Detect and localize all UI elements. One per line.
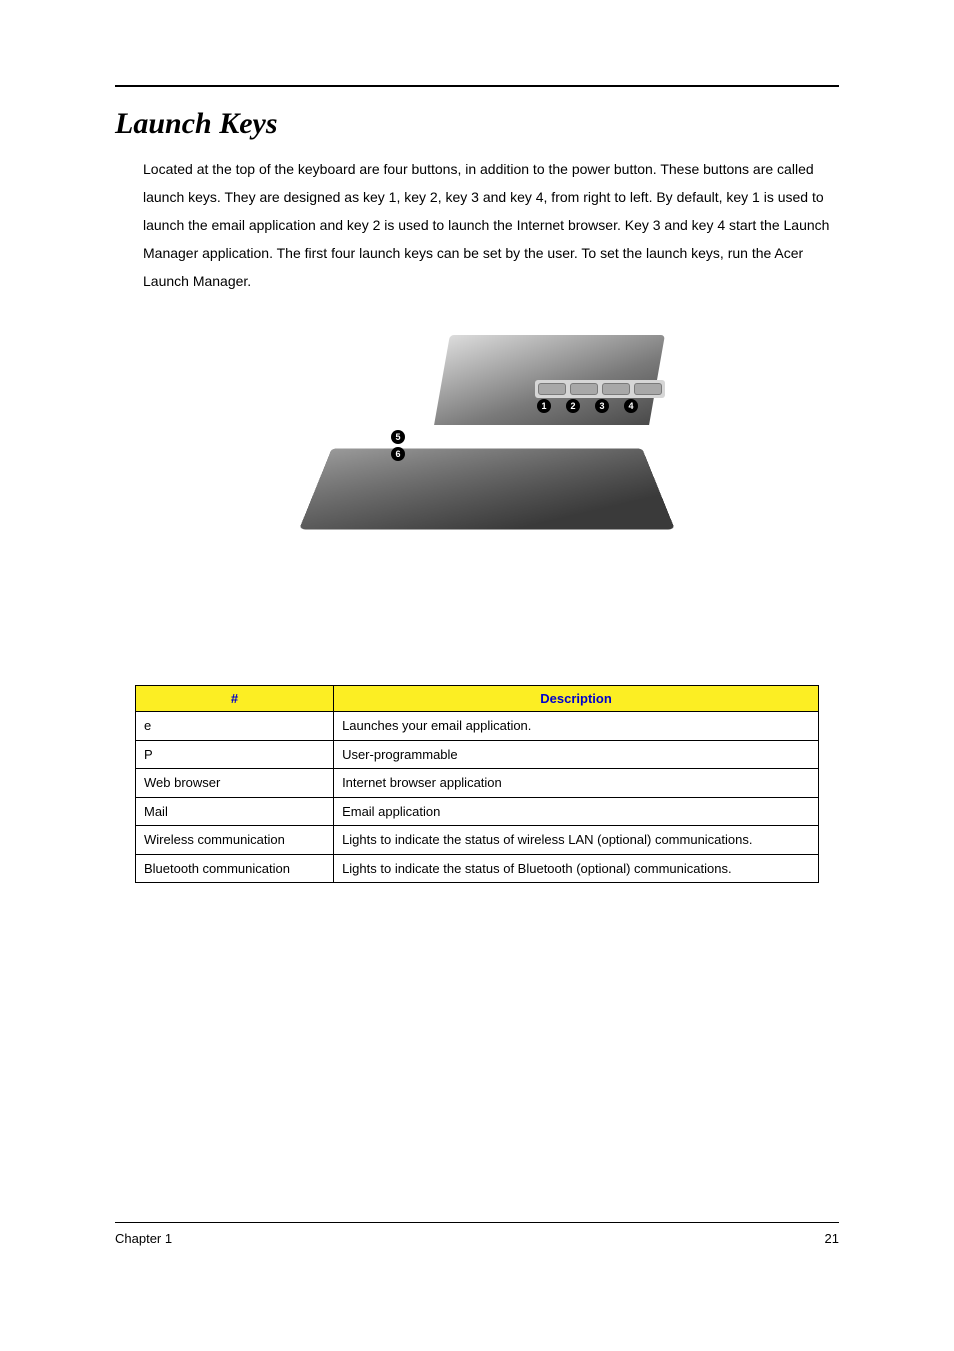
table-cell-desc: User-programmable [334,740,819,769]
footer-rule [115,1222,839,1223]
callout-number: 6 [391,447,405,461]
callout-number: 3 [595,399,609,413]
callout-number: 5 [391,430,405,444]
table-row: e Launches your email application. [136,712,819,741]
table-cell-desc: Launches your email application. [334,712,819,741]
launch-key-strip [535,380,665,398]
launch-keys-table-wrap: # Description e Launches your email appl… [135,685,819,883]
launch-key [538,383,566,395]
section-heading: Launch Keys [115,107,839,141]
launch-keys-table: # Description e Launches your email appl… [135,685,819,883]
laptop-illustration: 1 2 3 4 5 6 [297,335,657,595]
table-cell-key: Bluetooth communication [136,854,334,883]
table-cell-desc: Email application [334,797,819,826]
table-cell-desc: Lights to indicate the status of wireles… [334,826,819,855]
laptop-deck [299,448,675,529]
table-cell-desc: Internet browser application [334,769,819,798]
footer-chapter: Chapter 1 [115,1231,172,1246]
footer-row: Chapter 1 21 [115,1231,839,1246]
table-cell-key: e [136,712,334,741]
table-row: Web browser Internet browser application [136,769,819,798]
callout-row-top: 1 2 3 4 [537,399,638,413]
table-header-row: # Description [136,686,819,712]
callout-number: 4 [624,399,638,413]
table-header-desc: Description [334,686,819,712]
intro-paragraph: Located at the top of the keyboard are f… [143,155,839,295]
laptop-figure: 1 2 3 4 5 6 [277,335,677,625]
footer-page-number: 21 [825,1231,839,1246]
launch-key [602,383,630,395]
top-rule [115,85,839,87]
table-header-key: # [136,686,334,712]
callout-number: 2 [566,399,580,413]
callout-number: 1 [537,399,551,413]
table-row: P User-programmable [136,740,819,769]
table-row: Mail Email application [136,797,819,826]
page-footer: Chapter 1 21 [115,1222,839,1246]
table-cell-key: Web browser [136,769,334,798]
table-cell-key: Wireless communication [136,826,334,855]
table-cell-key: Mail [136,797,334,826]
launch-key [634,383,662,395]
table-cell-desc: Lights to indicate the status of Bluetoo… [334,854,819,883]
launch-key [570,383,598,395]
table-row: Wireless communication Lights to indicat… [136,826,819,855]
callout-row-side: 5 6 [391,430,405,461]
table-row: Bluetooth communication Lights to indica… [136,854,819,883]
table-cell-key: P [136,740,334,769]
